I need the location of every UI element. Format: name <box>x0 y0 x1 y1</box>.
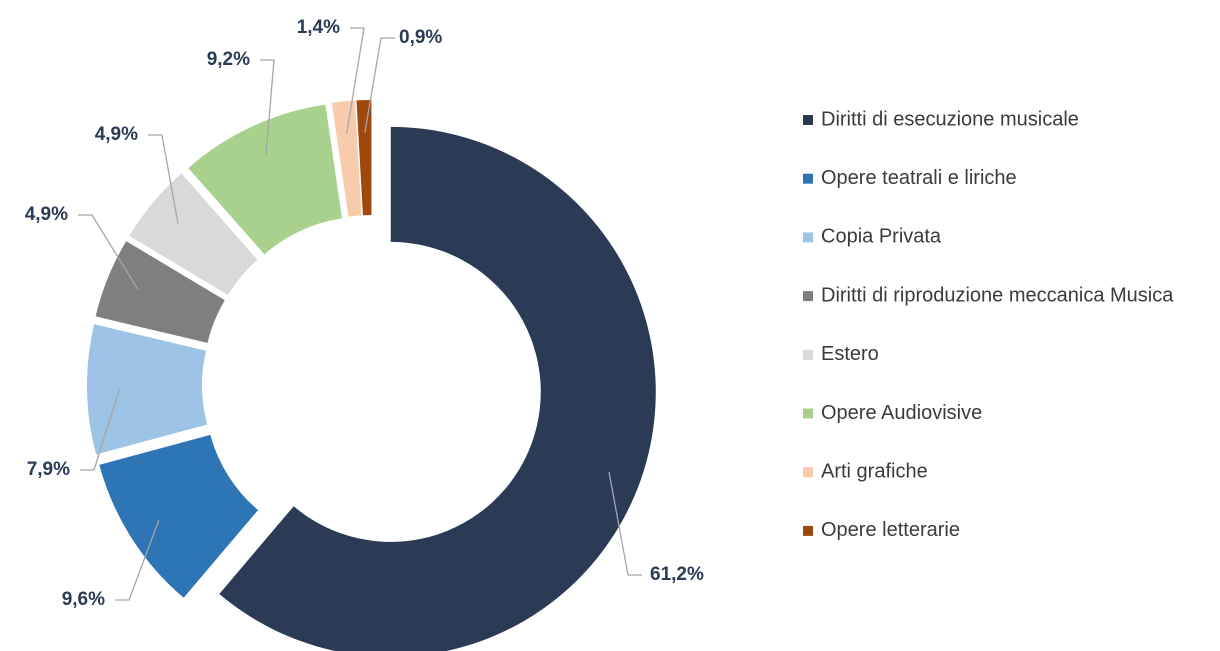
data-label: 61,2% <box>650 564 704 585</box>
slice <box>87 324 208 455</box>
leader-line <box>78 214 139 291</box>
legend-label: Arti grafiche <box>821 460 928 482</box>
leader-line <box>115 520 160 601</box>
legend-swatch <box>803 467 813 478</box>
leader-line <box>80 388 121 471</box>
slice <box>188 104 342 255</box>
legend-label: Opere teatrali e liriche <box>821 167 1017 189</box>
data-label: 7,9% <box>27 459 70 480</box>
data-label: 9,2% <box>207 49 250 70</box>
leader-line <box>346 27 365 134</box>
legend-label: Estero <box>821 343 879 365</box>
slice <box>331 100 362 217</box>
legend-label: Copia Privata <box>821 226 942 248</box>
legend-swatch <box>803 408 813 419</box>
legend-swatch <box>803 291 813 302</box>
slice <box>99 434 259 598</box>
leader-line <box>364 37 395 133</box>
slice <box>219 126 656 651</box>
legend-label: Diritti di riproduzione meccanica Musica <box>821 284 1174 306</box>
legend-swatch <box>803 349 813 360</box>
data-label: 0,9% <box>399 27 442 48</box>
slice <box>356 100 372 216</box>
legend-swatch <box>803 115 813 125</box>
slice <box>129 173 258 296</box>
leader-line <box>148 134 179 224</box>
legend-label: Opere Audiovisive <box>821 402 982 424</box>
legend-swatch <box>803 525 813 536</box>
leader-line <box>260 59 275 156</box>
data-label: 4,9% <box>25 204 68 225</box>
slice <box>95 241 225 343</box>
legend-label: Diritti di esecuzione musicale <box>821 108 1079 130</box>
legend-swatch <box>803 232 813 243</box>
leader-line <box>608 471 642 576</box>
data-label: 4,9% <box>95 124 138 145</box>
data-label: 1,4% <box>297 17 340 38</box>
legend-swatch <box>803 173 813 184</box>
data-label: 9,6% <box>62 589 105 610</box>
legend-label: Opere letterarie <box>821 519 960 541</box>
